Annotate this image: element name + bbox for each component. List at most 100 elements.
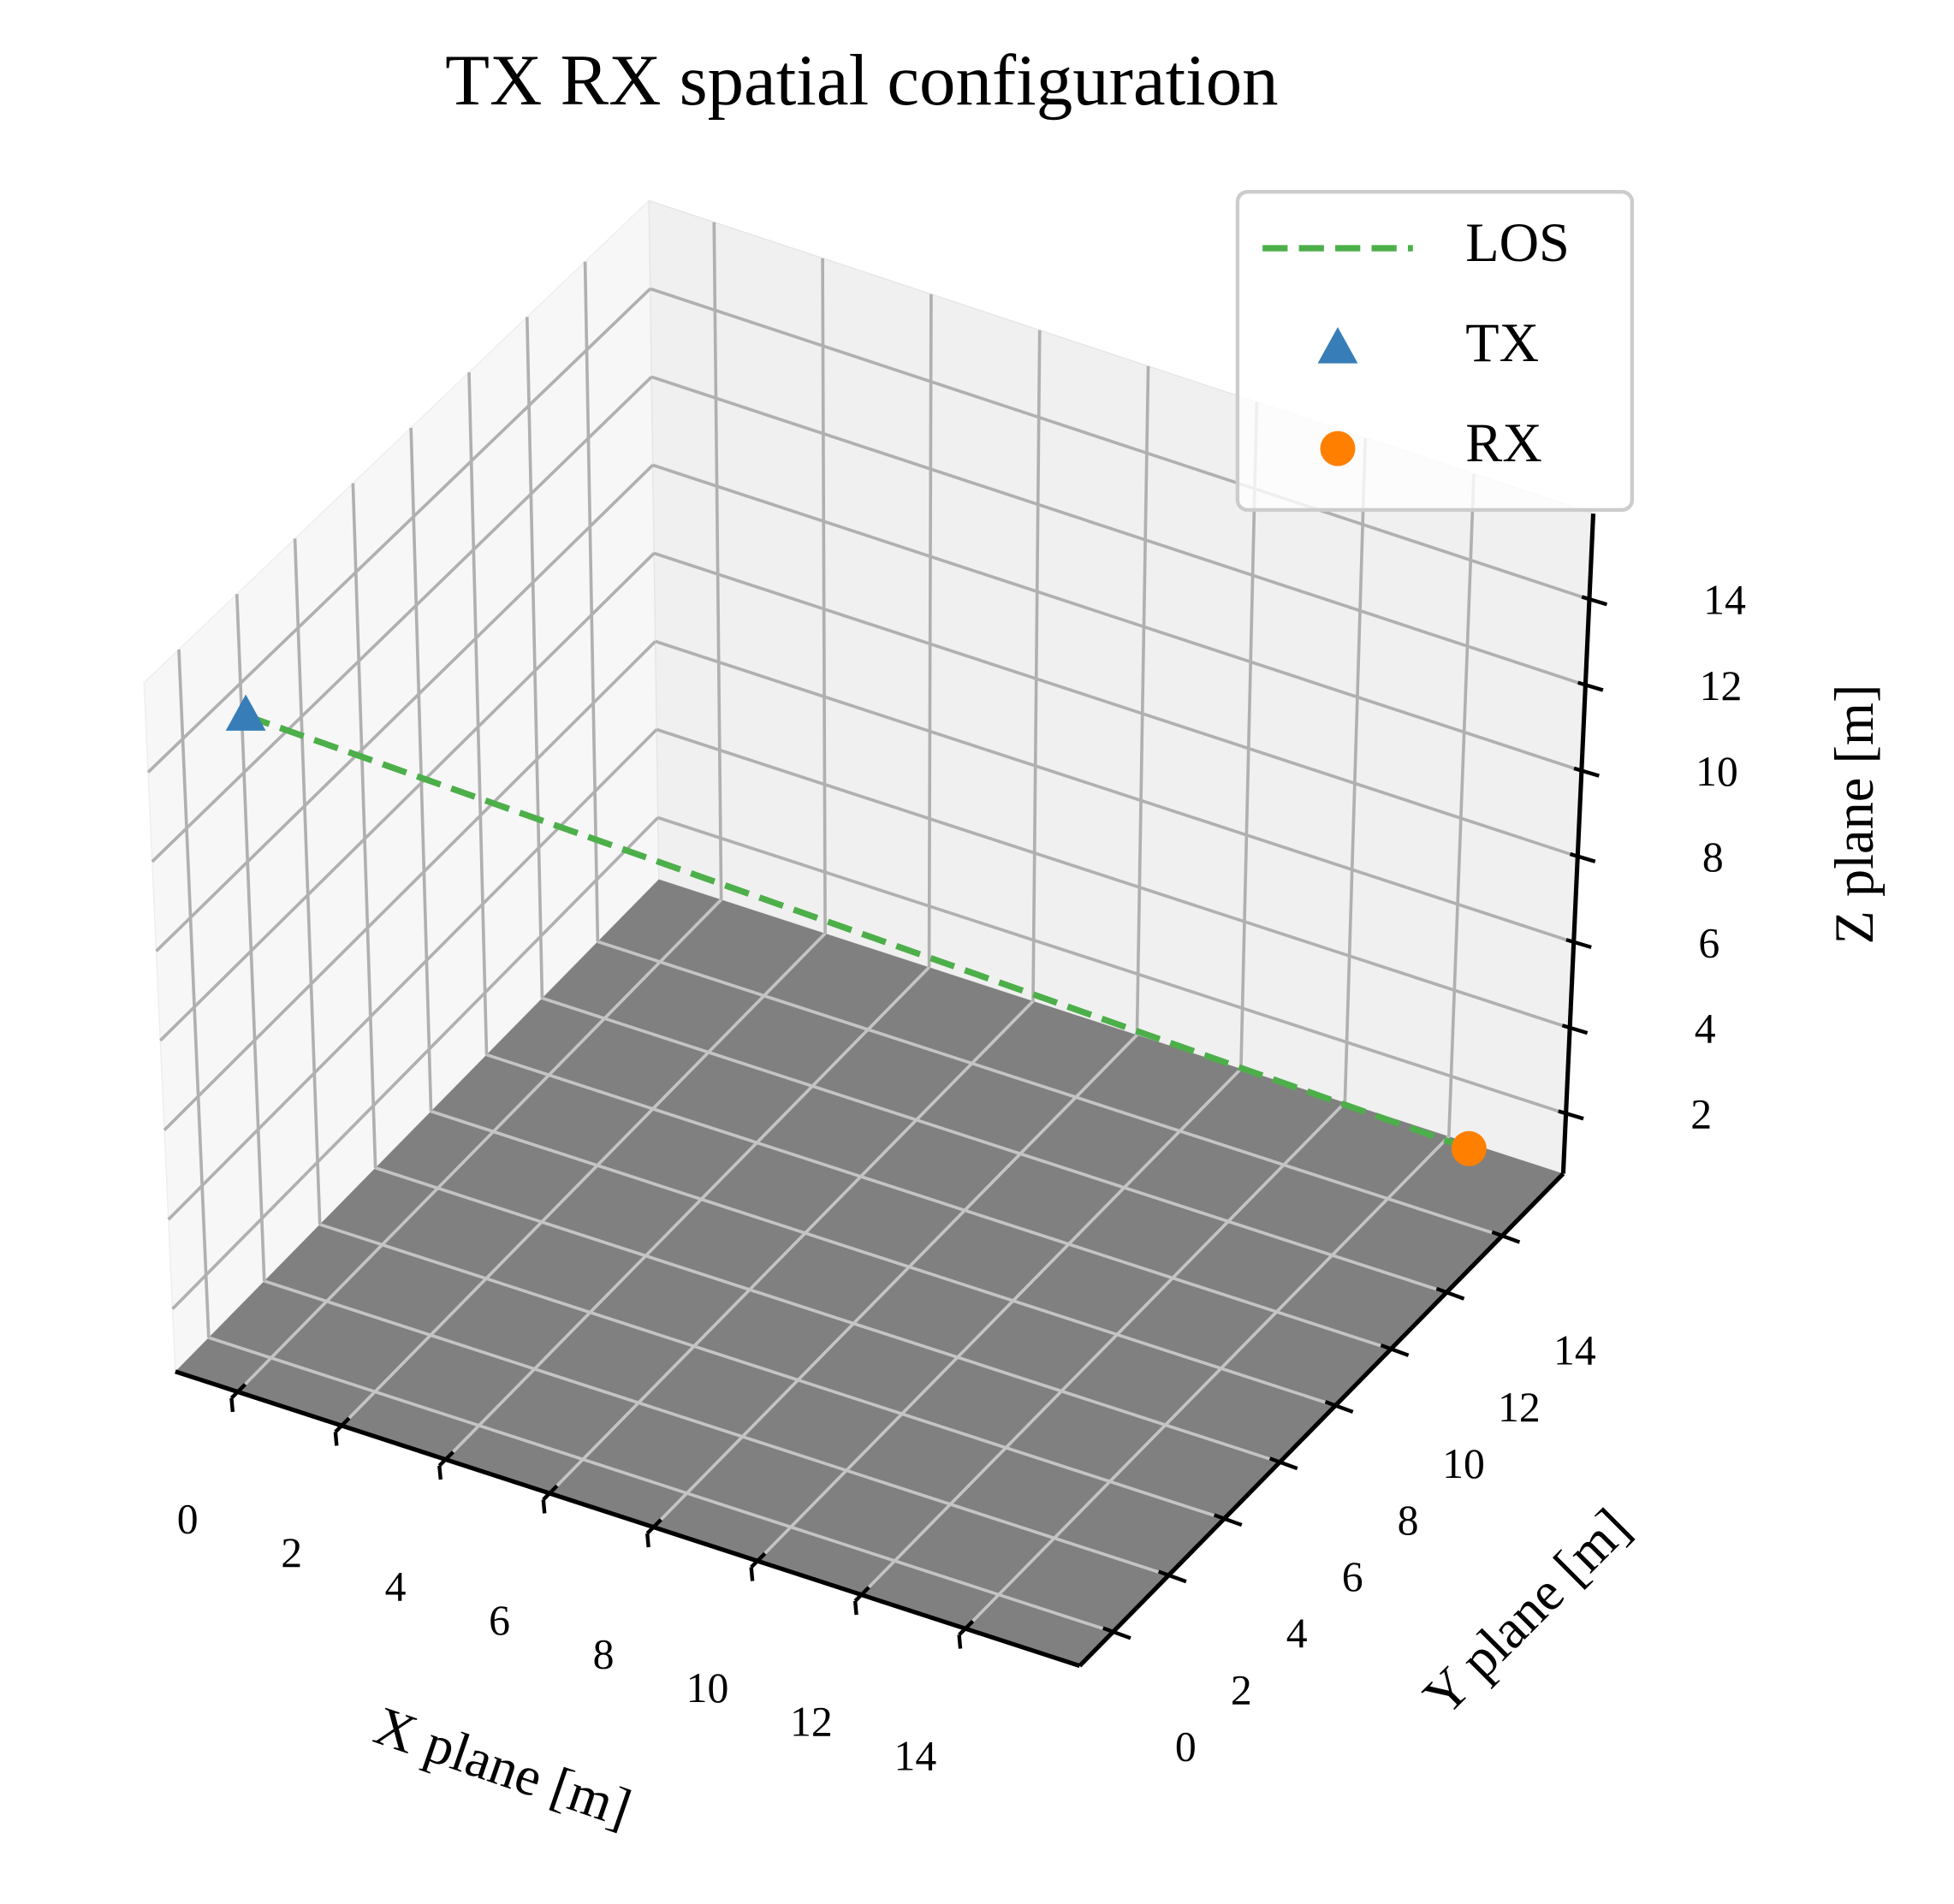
x-tick [229,1397,235,1413]
z-tick [1569,851,1596,863]
grid-line [409,427,433,1112]
y-tick [1102,1626,1131,1640]
grid-line [236,899,722,1393]
legend-label: RX [1465,412,1541,473]
grid-line [657,816,1567,1116]
marker-circle [1320,430,1356,466]
x-tick [645,1533,650,1548]
legend-label: LOS [1465,212,1570,273]
grid-line [1239,401,1259,1070]
y-tick [1435,1286,1465,1301]
z-tick-label: 4 [1695,1005,1716,1053]
grid-line [548,999,1035,1495]
grid-line [650,287,1590,602]
grid-line [655,639,1575,944]
grid-line [656,727,1571,1029]
grid-line [167,728,658,1221]
z-tick [1565,938,1592,950]
z-tick [1573,766,1600,778]
grid-line [351,483,377,1168]
grid-line [340,932,827,1427]
grid-line [293,538,322,1225]
grid-line [597,940,1503,1237]
x-tick [437,1465,442,1480]
grid-line [927,294,933,968]
legend-box [1235,189,1635,513]
legend-label: TX [1465,312,1539,373]
x-tick [542,1484,559,1501]
y-tick-label: 0 [1175,1723,1197,1770]
grid-line [1031,329,1042,1001]
grid-line [653,551,1578,858]
grid-line [1343,437,1368,1103]
x-tick-label: 6 [489,1597,510,1644]
grid-line [712,222,723,900]
grid-line [756,1067,1243,1563]
y-axis-label: Y plane [m] [1411,1497,1641,1726]
grid-line [171,816,660,1310]
z-tick-label: 6 [1698,919,1719,966]
grid-line [821,258,827,934]
grid-line [964,1135,1451,1630]
z-tick-label: 12 [1700,662,1743,709]
z-tick-label: 2 [1690,1091,1712,1138]
z-tick [1577,680,1604,692]
chart-title: TX RX spatial configuration [445,40,1279,121]
z-tick [1581,595,1608,607]
grid-line [319,1223,1225,1521]
x-tick [229,1383,247,1400]
x-tick [957,1634,963,1649]
grid-line [159,552,656,1042]
x-tick-label: 10 [686,1664,729,1711]
grid-line [485,1053,1392,1351]
grid-line [177,649,211,1338]
x-tick [958,1619,975,1637]
x-tick [853,1586,870,1603]
grid-line [375,1166,1280,1464]
marker-triangle [1317,327,1358,364]
x-axis-line [175,1369,1081,1669]
x-tick [645,1518,662,1535]
z-tick-label: 14 [1703,577,1746,624]
grid-line [151,376,653,863]
grid-line [1135,365,1150,1035]
y-tick-label: 6 [1342,1553,1363,1600]
grid-line [583,261,600,942]
y-tick-label: 4 [1286,1610,1308,1657]
z-tick-label: 10 [1696,748,1738,795]
grid-line [146,288,651,774]
y-axis-line [1078,1171,1565,1668]
grid-line [860,1101,1346,1596]
y-tick [1213,1513,1243,1527]
z-tick [1561,1023,1589,1035]
grid-line [444,966,930,1461]
y-tick-label: 2 [1231,1666,1252,1713]
x-tick-label: 2 [281,1529,302,1576]
grid-line [652,1034,1138,1528]
x-tick-label: 0 [177,1496,199,1543]
grid-line [430,1109,1336,1408]
y-tick [1268,1456,1298,1471]
marker-triangle [225,694,266,731]
y-tick-label: 8 [1398,1497,1419,1544]
y-tick [1380,1343,1410,1357]
grid-line [541,996,1447,1295]
grid-line [650,375,1586,687]
grid-line [163,640,657,1131]
grid-line [525,317,544,999]
legend: LOS TX RX [1235,189,1635,513]
y-tick-label: 12 [1498,1384,1541,1431]
grid-line [155,464,654,952]
x-tick-label: 12 [790,1699,833,1746]
grid-line [264,1279,1169,1577]
y-tick [1491,1230,1521,1244]
x-tick [437,1450,454,1468]
x-tick-label: 14 [894,1732,936,1779]
marker-circle [1451,1130,1487,1166]
x-axis-label: X plane [m] [367,1695,638,1839]
grid-line [467,372,489,1055]
x-tick-label: 8 [593,1631,615,1678]
x-tick [852,1600,858,1616]
